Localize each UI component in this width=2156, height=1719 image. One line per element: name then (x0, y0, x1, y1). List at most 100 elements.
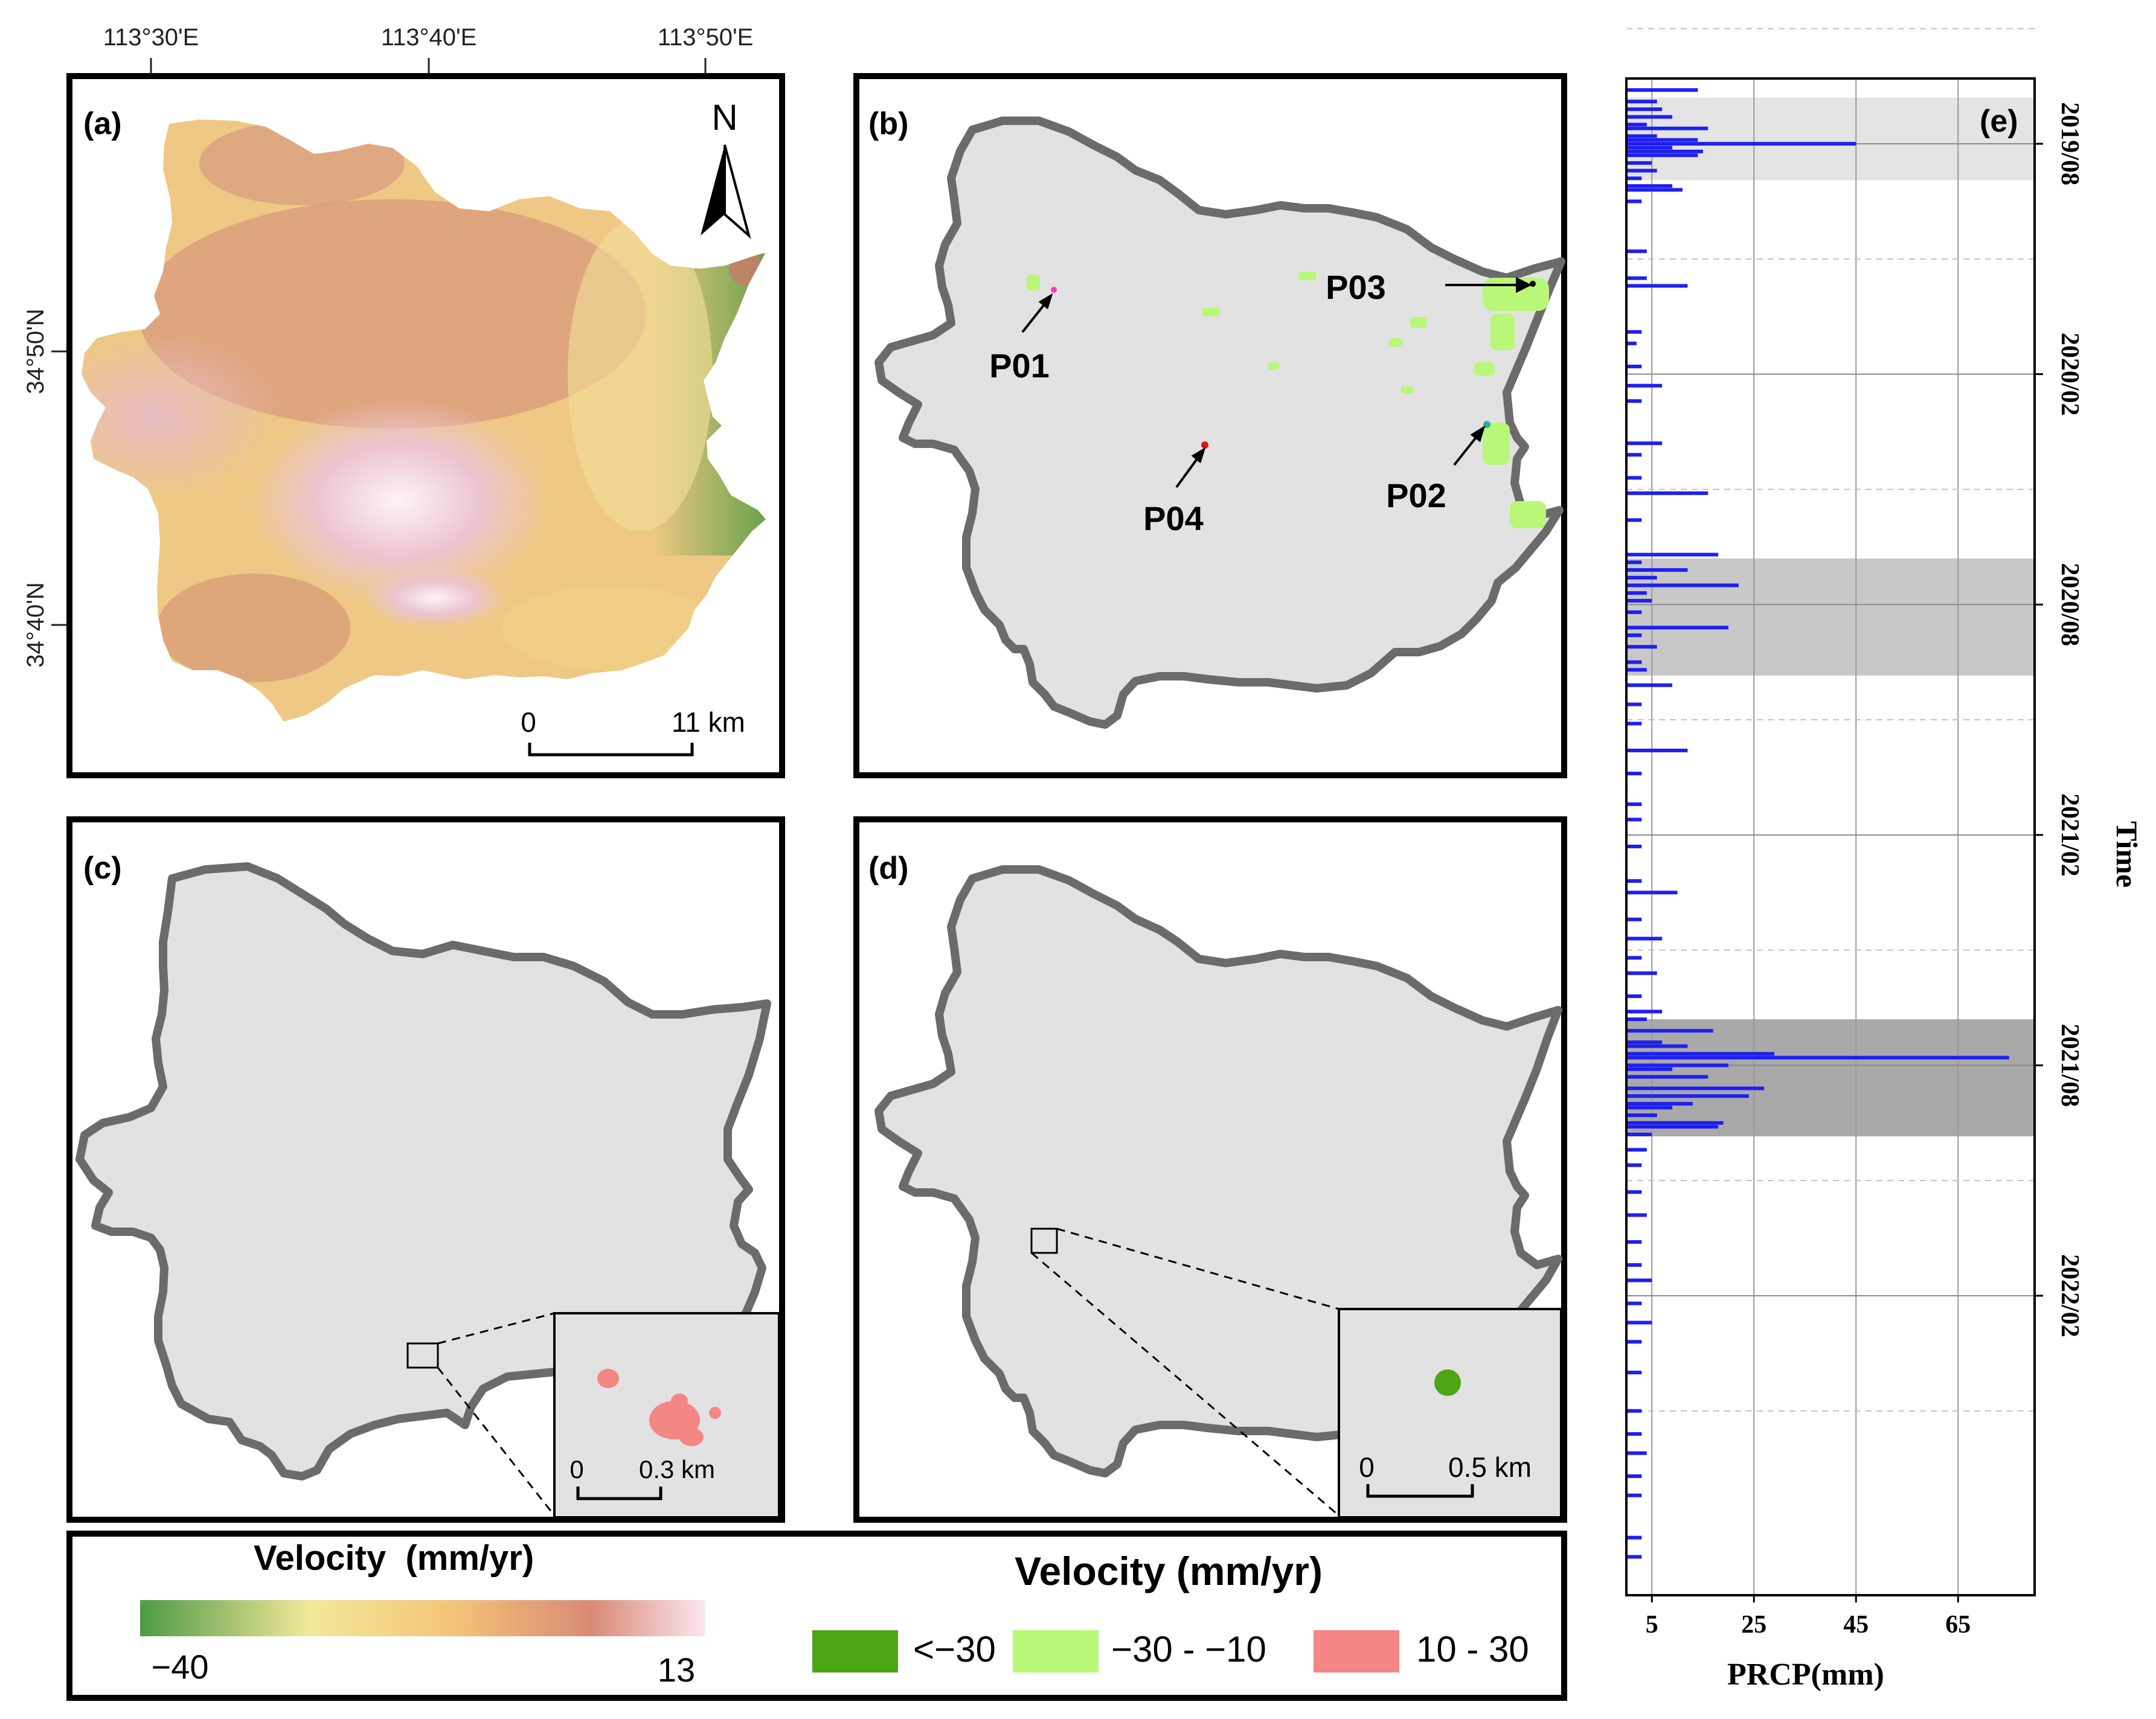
prcp-bar (1626, 1044, 1688, 1048)
legend-box: Velocity (mm/yr) −40 13 Velocity (mm/yr)… (66, 1531, 1567, 1701)
y-tick-label-1: 2019/08 (2056, 102, 2084, 185)
zoom-box-c (406, 1342, 439, 1369)
point-p01-label: P01 (989, 347, 1050, 385)
prcp-bar (1626, 476, 1642, 480)
prcp-bar (1626, 610, 1642, 614)
scale-d-start: 0 (1359, 1452, 1375, 1483)
velocity-west-pink (82, 332, 281, 501)
prcp-bar (1626, 1213, 1647, 1217)
x-tick-label-4: 65 (1945, 1611, 1971, 1639)
prcp-bar (1626, 188, 1683, 192)
scale-a-end: 11 km (672, 706, 745, 738)
precipitation-chart: 5 25 45 65 2019/08 2020/02 2020/08 2021/02 2021/… (1625, 28, 2144, 1692)
zoom-box-d (1030, 1228, 1058, 1254)
prcp-bar (1626, 153, 1698, 158)
prcp-bar (1626, 560, 1642, 565)
season-shading (1626, 97, 2035, 1137)
prcp-bar (1626, 626, 1728, 630)
scale-d-end: 0.5 km (1448, 1452, 1532, 1483)
panel-a: (a) N 0 11 km (66, 73, 785, 778)
prcp-bar (1626, 341, 1637, 345)
prcp-bar (1626, 399, 1642, 403)
north-label: N (711, 97, 737, 138)
prcp-bar (1626, 844, 1642, 848)
scale-c-end: 0.3 km (639, 1455, 715, 1484)
legend-class-3-swatch (1314, 1630, 1399, 1673)
prcp-bar (1626, 1052, 1775, 1056)
prcp-bar (1626, 441, 1663, 446)
prcp-bar (1626, 107, 1663, 111)
prcp-bar (1626, 1094, 1749, 1098)
prcp-bar (1626, 633, 1642, 638)
prcp-bar (1626, 1163, 1642, 1167)
prcp-bar (1626, 683, 1673, 687)
prcp-bar (1626, 1086, 1765, 1090)
prcp-bar (1626, 100, 1657, 104)
prcp-bar (1626, 722, 1642, 726)
prcp-bar (1626, 1132, 1652, 1136)
point-p04-marker (1201, 441, 1208, 449)
prcp-bar (1626, 1029, 1713, 1033)
panel-c-label: (c) (83, 851, 122, 886)
region-b (874, 117, 1565, 729)
scale-bar-a (528, 743, 694, 757)
legend-classes-title: Velocity (mm/yr) (1015, 1549, 1323, 1593)
prcp-bar (1626, 1063, 1728, 1068)
y-tick-label-5: 2021/08 (2056, 1024, 2084, 1107)
prcp-bar (1626, 518, 1642, 522)
velocity-brown-south (157, 574, 350, 682)
prcp-bar (1626, 1055, 2009, 1060)
panel-b: (b) P01 P03 P02 P04 (853, 73, 1567, 778)
prcp-bar (1626, 994, 1642, 998)
chart-frame (1625, 77, 2036, 1596)
prcp-bar (1626, 552, 1719, 557)
north-arrow-icon (701, 144, 751, 239)
legend-class-3-label: 10 - 30 (1416, 1629, 1529, 1669)
lat-label-2: 34°40'N (22, 582, 49, 668)
prcp-bar (1626, 176, 1642, 181)
prcp-bar (1626, 1535, 1642, 1540)
point-p02-marker (1483, 421, 1490, 428)
velocity-center-pink (248, 399, 550, 604)
prcp-bar (1626, 383, 1663, 388)
prcp-bar (1626, 1340, 1642, 1344)
y-tick-label-2: 2020/02 (2056, 333, 2084, 416)
prcp-bar (1626, 1320, 1652, 1325)
prcp-bar (1626, 1263, 1642, 1267)
prcp-bar (1626, 772, 1642, 776)
chart-grid (1626, 28, 2035, 1595)
prcp-bar (1626, 1121, 1724, 1125)
prcp-bar (1626, 168, 1657, 173)
lon-label-1: 113°30'E (103, 24, 199, 51)
prcp-bar (1626, 134, 1657, 138)
prcp-bar (1626, 956, 1642, 960)
prcp-bar (1626, 1010, 1663, 1014)
prcp-bar (1626, 1040, 1663, 1045)
scale-bar-c (576, 1487, 663, 1500)
point-p02-label: P02 (1386, 476, 1446, 514)
velocity-yellow-south (501, 586, 719, 670)
prcp-bar (1626, 123, 1647, 127)
inset-c-patches (597, 1369, 721, 1446)
lon-label-2: 113°40'E (381, 24, 477, 51)
legend-max: 13 (658, 1651, 695, 1689)
prcp-bar (1626, 115, 1673, 119)
prcp-bar (1626, 598, 1652, 603)
prcp-bar (1626, 453, 1642, 457)
point-arrows (1021, 277, 1532, 488)
prcp-bar (1626, 1101, 1693, 1106)
zoom-line-c-2 (437, 1367, 556, 1516)
prcp-bar (1626, 917, 1642, 921)
legend-class-2-label: −30 - −10 (1111, 1629, 1266, 1669)
point-p03-label: P03 (1326, 268, 1386, 306)
prcp-bar (1626, 88, 1698, 92)
prcp-bar (1626, 249, 1647, 254)
prcp-bar (1626, 748, 1688, 752)
prcp-bar (1626, 891, 1678, 895)
scale-c-start: 0 (569, 1455, 583, 1484)
zoom-line-c-1 (437, 1312, 555, 1345)
panel-a-label: (a) (83, 106, 122, 141)
velocity-brown-belt (139, 199, 646, 429)
prcp-bar (1626, 818, 1642, 822)
prcp-bar (1626, 702, 1642, 706)
